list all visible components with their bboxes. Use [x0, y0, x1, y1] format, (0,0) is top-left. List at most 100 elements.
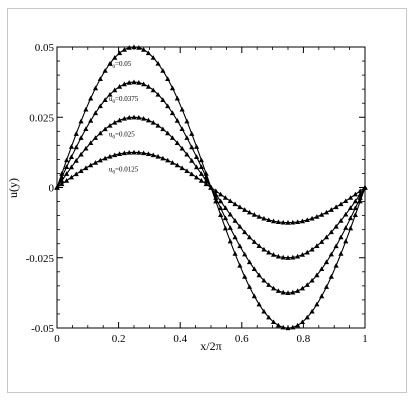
data-point-marker [78, 168, 84, 174]
data-point-marker [246, 284, 253, 289]
data-point-marker [314, 214, 320, 219]
figure-frame [7, 8, 407, 393]
data-point-marker [73, 171, 79, 177]
data-point-marker [203, 181, 209, 187]
data-point-marker [150, 55, 156, 60]
data-point-marker [102, 68, 108, 73]
data-point-marker [352, 198, 358, 204]
data-point-marker [309, 215, 315, 221]
data-point-marker [150, 87, 156, 93]
x-tick-label: 0.2 [112, 333, 126, 345]
data-point-marker [285, 325, 291, 331]
data-point-marker [338, 251, 344, 256]
data-point-marker [184, 135, 190, 140]
data-point-marker [266, 314, 272, 320]
data-point-marker [68, 154, 75, 159]
data-point-marker [246, 209, 253, 215]
data-point-marker [126, 80, 132, 85]
data-point-marker [150, 119, 156, 125]
y-tick-label: -0.05 [31, 323, 54, 335]
data-point-marker [203, 178, 209, 183]
data-point-marker [347, 225, 354, 231]
data-point-marker [352, 212, 358, 217]
data-point-marker [218, 205, 224, 211]
data-point-marker [169, 135, 176, 140]
data-point-marker [198, 157, 204, 163]
data-point-marker [83, 165, 89, 171]
data-point-marker [141, 81, 147, 87]
data-point-marker [179, 145, 185, 151]
data-point-marker [222, 195, 229, 200]
data-point-marker [222, 215, 229, 221]
data-point-marker [280, 324, 286, 330]
data-point-marker [97, 130, 103, 136]
data-point-marker [242, 274, 248, 279]
data-point-marker [218, 212, 224, 217]
data-point-marker [266, 217, 272, 223]
data-point-marker [314, 272, 320, 278]
data-point-marker [155, 60, 161, 66]
data-point-marker [92, 110, 99, 116]
data-point-marker [126, 149, 132, 155]
data-point-marker [323, 209, 330, 215]
data-point-marker [136, 80, 142, 85]
data-point-marker [68, 144, 75, 149]
data-point-marker [88, 140, 94, 146]
data-point-marker [102, 97, 108, 102]
data-point-marker [323, 234, 330, 240]
data-point-marker [160, 97, 166, 102]
data-point-marker [319, 239, 325, 244]
data-point-marker [323, 259, 330, 265]
data-point-marker [145, 151, 152, 156]
data-point-marker [251, 293, 257, 299]
data-point-marker [64, 171, 70, 176]
x-tick-label: 1 [362, 333, 368, 345]
data-point-marker [174, 118, 180, 123]
data-point-marker [242, 207, 248, 212]
data-point-marker [237, 223, 243, 229]
data-point-marker [92, 85, 99, 91]
data-point-marker [174, 95, 180, 101]
data-point-marker [232, 218, 238, 223]
data-point-marker [347, 195, 354, 200]
data-point-marker [92, 160, 99, 165]
data-point-marker [59, 174, 65, 180]
data-point-marker [126, 114, 132, 120]
data-point-marker [88, 162, 94, 168]
data-point-marker [319, 212, 325, 217]
data-point-marker [141, 150, 147, 156]
series-markers [54, 44, 368, 331]
data-point-marker [213, 188, 219, 194]
data-point-marker [64, 157, 70, 163]
data-point-marker [193, 164, 200, 170]
data-point-marker [266, 282, 272, 287]
data-point-marker [160, 155, 166, 161]
data-point-marker [193, 144, 200, 149]
data-point-marker [184, 118, 190, 124]
y-tick-label: -0.025 [26, 253, 55, 265]
data-point-marker [246, 234, 253, 240]
data-point-marker [362, 184, 368, 190]
data-point-marker [174, 162, 180, 168]
data-point-marker [179, 106, 185, 112]
data-point-marker [328, 274, 334, 279]
series-annotation: u0=0.0375 [109, 95, 139, 105]
data-point-marker [309, 246, 315, 252]
data-point-marker [290, 219, 296, 225]
data-point-marker [285, 220, 291, 225]
y-tick-label: 0.05 [35, 42, 55, 54]
data-point-marker [270, 285, 277, 291]
data-point-marker [189, 171, 195, 177]
data-point-marker [97, 103, 103, 109]
data-point-marker [280, 219, 286, 225]
data-point-marker [275, 253, 281, 259]
data-point-marker [198, 178, 204, 183]
data-point-marker [141, 115, 147, 121]
data-point-marker [323, 284, 330, 289]
data-point-marker [357, 188, 363, 194]
data-point-marker [352, 205, 358, 211]
data-point-marker [343, 211, 349, 217]
data-point-marker [237, 243, 243, 249]
data-point-marker [174, 140, 180, 146]
